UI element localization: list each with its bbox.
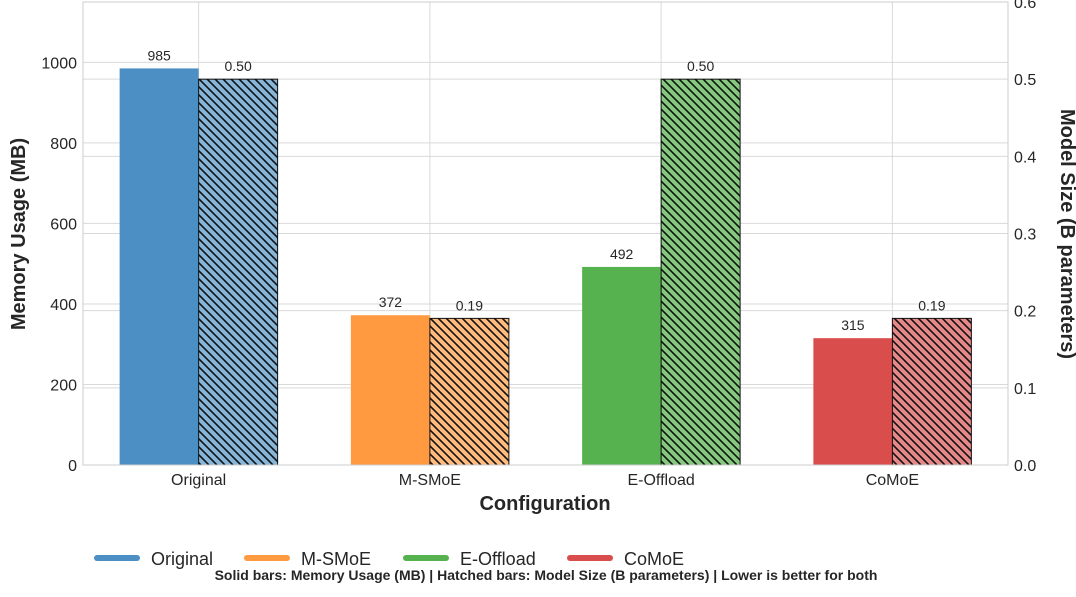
y-tick-label: 0 bbox=[68, 458, 77, 475]
x-tick-label: Original bbox=[171, 472, 226, 489]
legend-entry: E-Offload bbox=[460, 549, 536, 569]
bar-model-size-hatch bbox=[892, 318, 971, 465]
bar-memory-usage bbox=[120, 68, 199, 465]
bar-model-size-hatch bbox=[199, 79, 278, 465]
x-tick-label: CoMoE bbox=[866, 472, 919, 489]
y2-tick-label: 0.5 bbox=[1014, 72, 1036, 89]
bar-label-model-size: 0.50 bbox=[225, 58, 252, 74]
chart-caption: Solid bars: Memory Usage (MB) | Hatched … bbox=[215, 567, 878, 583]
y-tick-label: 1000 bbox=[41, 55, 77, 72]
y2-tick-label: 0.6 bbox=[1014, 0, 1036, 12]
y2-tick-label: 0.4 bbox=[1014, 149, 1036, 166]
y-tick-label: 800 bbox=[50, 136, 77, 153]
bar-memory-usage bbox=[813, 338, 892, 465]
bars bbox=[120, 68, 972, 465]
memory-model-size-chart: 02004006008001000 0.00.10.20.30.40.50.6 … bbox=[0, 0, 1076, 597]
x-axis-title: Configuration bbox=[479, 493, 610, 515]
bar-memory-usage bbox=[582, 267, 661, 465]
x-tick-label: E-Offload bbox=[627, 472, 694, 489]
bar-label-memory: 372 bbox=[379, 294, 403, 310]
bar-model-size-hatch bbox=[430, 318, 509, 465]
y-axis-title: Memory Usage (MB) bbox=[8, 138, 30, 330]
bar-label-model-size: 0.19 bbox=[918, 297, 945, 313]
bar-label-memory: 985 bbox=[147, 47, 171, 63]
bar-model-size-hatch bbox=[661, 79, 740, 465]
legend-entry: CoMoE bbox=[624, 549, 684, 569]
y2-tick-label: 0.1 bbox=[1014, 381, 1036, 398]
y-tick-label: 600 bbox=[50, 216, 77, 233]
y2-tick-label: 0.0 bbox=[1014, 458, 1036, 475]
y2-axis-title: Model Size (B parameters) bbox=[1056, 109, 1076, 359]
y-tick-label: 200 bbox=[50, 377, 77, 394]
legend-entry: M-SMoE bbox=[301, 549, 371, 569]
bar-label-model-size: 0.19 bbox=[456, 297, 483, 313]
bar-label-memory: 315 bbox=[841, 317, 865, 333]
bar-label-model-size: 0.50 bbox=[687, 58, 714, 74]
y2-tick-label: 0.2 bbox=[1014, 304, 1036, 321]
legend-entry: Original bbox=[151, 549, 213, 569]
bar-memory-usage bbox=[351, 315, 430, 465]
x-tick-label: M-SMoE bbox=[399, 472, 461, 489]
y2-tick-label: 0.3 bbox=[1014, 227, 1036, 244]
right-axis-ticks: 0.0 0.1 0.2 0.3 0.4 0.5 0.6 bbox=[1014, 0, 1036, 475]
y-tick-label: 400 bbox=[50, 297, 77, 314]
left-axis-ticks: 0 200 400 600 800 1000 bbox=[41, 55, 77, 475]
x-axis-ticks: Original M-SMoE E-Offload CoMoE bbox=[171, 472, 919, 489]
bar-label-memory: 492 bbox=[610, 246, 634, 262]
legend: Original M-SMoE E-Offload CoMoE bbox=[97, 549, 684, 569]
